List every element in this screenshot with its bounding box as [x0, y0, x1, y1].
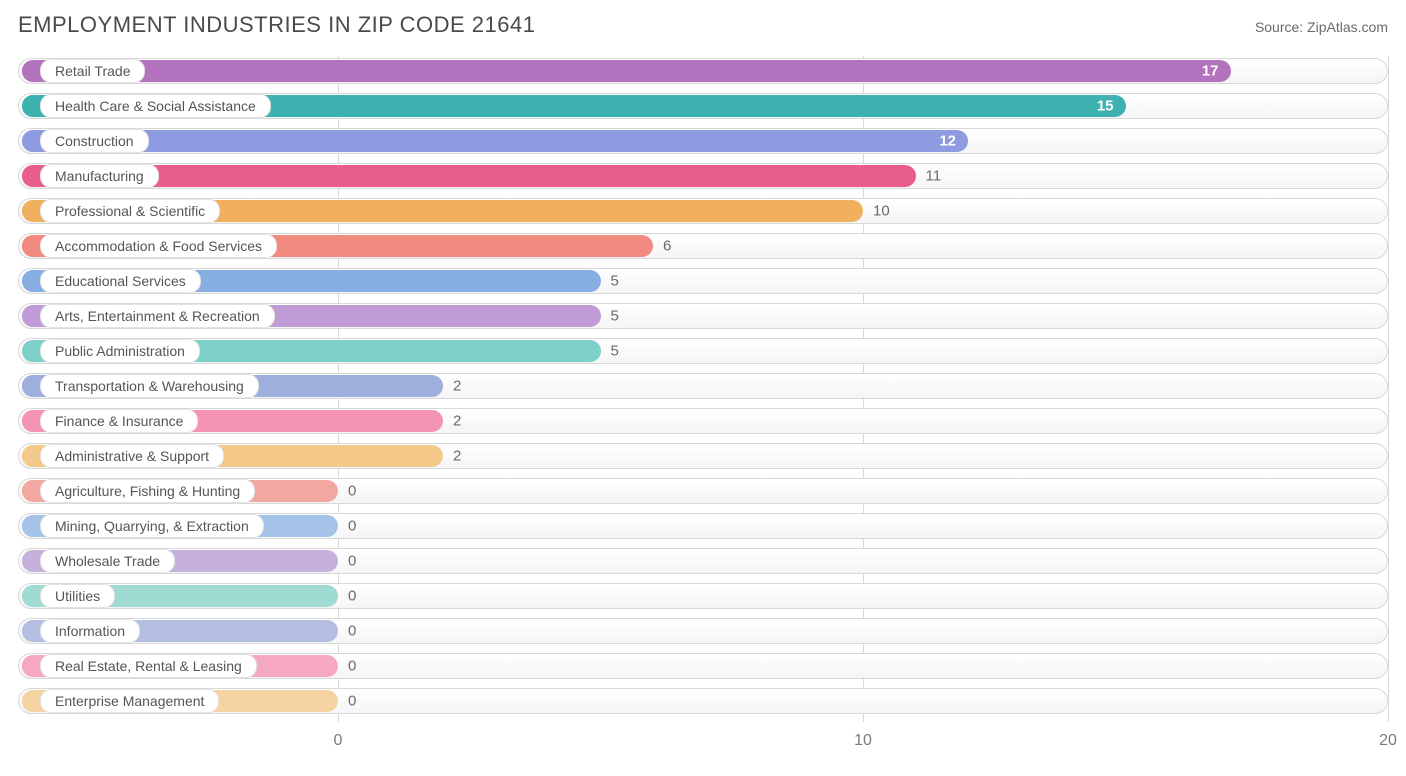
- bar-row: Public Administration 5: [18, 336, 1388, 366]
- bar-label: Real Estate, Rental & Leasing: [40, 654, 257, 678]
- bar-value: 0: [348, 553, 356, 570]
- bar-label: Retail Trade: [40, 59, 145, 83]
- bar-value: 2: [453, 413, 461, 430]
- bar-value: 5: [611, 273, 619, 290]
- bar-value: 0: [348, 693, 356, 710]
- chart-area: Retail Trade 17 Health Care & Social Assis…: [18, 56, 1388, 756]
- bar-row: Utilities 0: [18, 581, 1388, 611]
- bar-row: Accommodation & Food Services 6: [18, 231, 1388, 261]
- bar-label: Finance & Insurance: [40, 409, 198, 433]
- grid-line: [1388, 56, 1389, 722]
- bar-label: Educational Services: [40, 269, 201, 293]
- bar-value: 17: [1202, 63, 1219, 80]
- bar-label: Administrative & Support: [40, 444, 224, 468]
- bar-label: Utilities: [40, 584, 115, 608]
- bar-value: 5: [611, 343, 619, 360]
- bar-row: Administrative & Support 2: [18, 441, 1388, 471]
- bar-value: 2: [453, 448, 461, 465]
- bar-label: Mining, Quarrying, & Extraction: [40, 514, 264, 538]
- bar-value: 12: [939, 133, 956, 150]
- bar-row: Health Care & Social Assistance 15: [18, 91, 1388, 121]
- bar-label: Professional & Scientific: [40, 199, 220, 223]
- x-tick-label: 10: [854, 732, 872, 750]
- x-tick-label: 20: [1379, 732, 1397, 750]
- bar-value: 0: [348, 588, 356, 605]
- bar-row: Transportation & Warehousing 2: [18, 371, 1388, 401]
- bar-label: Manufacturing: [40, 164, 159, 188]
- bar-row: Wholesale Trade 0: [18, 546, 1388, 576]
- bar-value: 0: [348, 623, 356, 640]
- bar-row: Real Estate, Rental & Leasing 0: [18, 651, 1388, 681]
- bar-value: 10: [873, 203, 890, 220]
- bar-row: Educational Services 5: [18, 266, 1388, 296]
- chart-header: EMPLOYMENT INDUSTRIES IN ZIP CODE 21641 …: [18, 12, 1388, 38]
- bar-row: Arts, Entertainment & Recreation 5: [18, 301, 1388, 331]
- bar-label: Wholesale Trade: [40, 549, 175, 573]
- bar-value: 6: [663, 238, 671, 255]
- bar-value: 2: [453, 378, 461, 395]
- chart-source: Source: ZipAtlas.com: [1255, 19, 1388, 35]
- chart-rows: Retail Trade 17 Health Care & Social Assis…: [18, 56, 1388, 716]
- bar-value: 15: [1097, 98, 1114, 115]
- bar-row: Retail Trade 17: [18, 56, 1388, 86]
- bar-row: Finance & Insurance 2: [18, 406, 1388, 436]
- bar-value: 0: [348, 518, 356, 535]
- bar-label: Enterprise Management: [40, 689, 219, 713]
- bar-label: Agriculture, Fishing & Hunting: [40, 479, 255, 503]
- chart-title: EMPLOYMENT INDUSTRIES IN ZIP CODE 21641: [18, 12, 536, 38]
- bar-row: Information 0: [18, 616, 1388, 646]
- bar-value: 0: [348, 658, 356, 675]
- bar-row: Construction 12: [18, 126, 1388, 156]
- bar-value: 11: [926, 168, 942, 185]
- x-axis: 01020: [18, 726, 1388, 756]
- bar-label: Transportation & Warehousing: [40, 374, 259, 398]
- bar-label: Arts, Entertainment & Recreation: [40, 304, 275, 328]
- bar-value: 5: [611, 308, 619, 325]
- bar-row: Professional & Scientific 10: [18, 196, 1388, 226]
- bar-row: Manufacturing 11: [18, 161, 1388, 191]
- bar-label: Accommodation & Food Services: [40, 234, 277, 258]
- x-tick-label: 0: [334, 732, 343, 750]
- bar-value: 0: [348, 483, 356, 500]
- bar-fill: [22, 130, 968, 152]
- bar-row: Agriculture, Fishing & Hunting 0: [18, 476, 1388, 506]
- bar-fill: [22, 60, 1231, 82]
- bar-label: Health Care & Social Assistance: [40, 94, 271, 118]
- bar-row: Enterprise Management 0: [18, 686, 1388, 716]
- bar-label: Construction: [40, 129, 149, 153]
- bar-label: Public Administration: [40, 339, 200, 363]
- bar-label: Information: [40, 619, 140, 643]
- bar-row: Mining, Quarrying, & Extraction 0: [18, 511, 1388, 541]
